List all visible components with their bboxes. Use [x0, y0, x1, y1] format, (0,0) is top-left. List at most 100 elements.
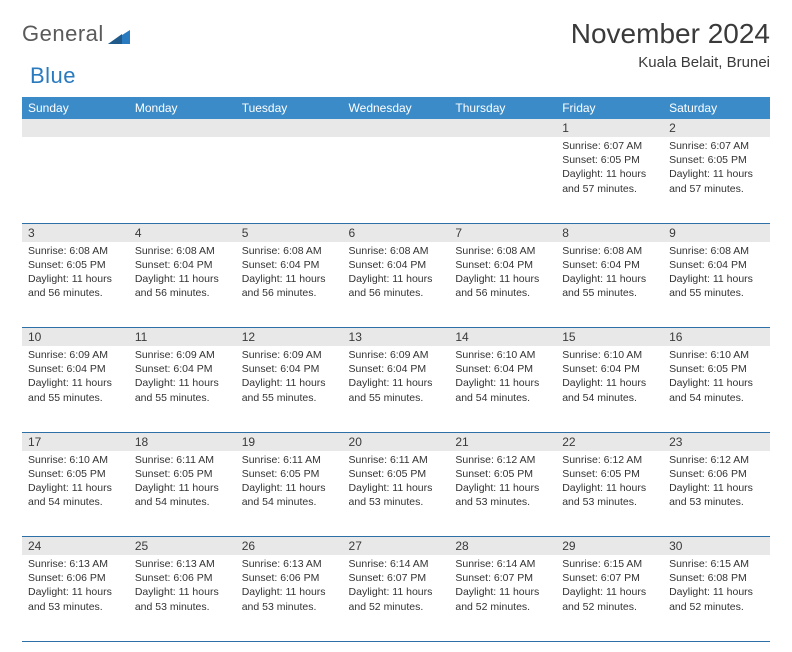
empty-day-cell: [129, 137, 236, 223]
day-number: 3: [22, 224, 129, 242]
day-number-cell: 18: [129, 432, 236, 451]
day-number: 22: [556, 433, 663, 451]
day-cell: Sunrise: 6:08 AMSunset: 6:04 PMDaylight:…: [343, 242, 450, 328]
day-cell: Sunrise: 6:08 AMSunset: 6:05 PMDaylight:…: [22, 242, 129, 328]
day-number: 1: [556, 119, 663, 137]
day-cell: Sunrise: 6:10 AMSunset: 6:04 PMDaylight:…: [556, 346, 663, 432]
day-number-cell: 27: [343, 537, 450, 556]
day-number-cell: 7: [449, 223, 556, 242]
day-details: Sunrise: 6:07 AMSunset: 6:05 PMDaylight:…: [663, 137, 770, 202]
day-cell: Sunrise: 6:08 AMSunset: 6:04 PMDaylight:…: [663, 242, 770, 328]
day-number: 18: [129, 433, 236, 451]
day-details: Sunrise: 6:13 AMSunset: 6:06 PMDaylight:…: [236, 555, 343, 620]
day-number-cell: 11: [129, 328, 236, 347]
day-cell: Sunrise: 6:09 AMSunset: 6:04 PMDaylight:…: [236, 346, 343, 432]
day-number: 8: [556, 224, 663, 242]
day-cell: Sunrise: 6:10 AMSunset: 6:05 PMDaylight:…: [22, 451, 129, 537]
day-cell: Sunrise: 6:13 AMSunset: 6:06 PMDaylight:…: [129, 555, 236, 641]
calendar-table: SundayMondayTuesdayWednesdayThursdayFrid…: [22, 97, 770, 642]
day-cell: Sunrise: 6:14 AMSunset: 6:07 PMDaylight:…: [343, 555, 450, 641]
month-title: November 2024: [571, 18, 770, 50]
brand-word-2: Blue: [30, 63, 76, 89]
day-number-cell: 17: [22, 432, 129, 451]
day-number-cell: 20: [343, 432, 450, 451]
day-number-cell: 8: [556, 223, 663, 242]
empty-day-number: [449, 119, 556, 137]
empty-day-cell: [22, 137, 129, 223]
day-cell: Sunrise: 6:15 AMSunset: 6:08 PMDaylight:…: [663, 555, 770, 641]
day-cell: Sunrise: 6:07 AMSunset: 6:05 PMDaylight:…: [556, 137, 663, 223]
day-cell: Sunrise: 6:11 AMSunset: 6:05 PMDaylight:…: [343, 451, 450, 537]
day-header: Sunday: [22, 97, 129, 119]
day-cell: Sunrise: 6:10 AMSunset: 6:04 PMDaylight:…: [449, 346, 556, 432]
empty-day-cell: [236, 137, 343, 223]
day-header: Tuesday: [236, 97, 343, 119]
day-details: Sunrise: 6:10 AMSunset: 6:05 PMDaylight:…: [663, 346, 770, 411]
brand-logo: General: [22, 18, 130, 50]
day-details: Sunrise: 6:11 AMSunset: 6:05 PMDaylight:…: [236, 451, 343, 516]
day-cell: Sunrise: 6:12 AMSunset: 6:05 PMDaylight:…: [556, 451, 663, 537]
day-cell: Sunrise: 6:08 AMSunset: 6:04 PMDaylight:…: [556, 242, 663, 328]
day-number-cell: 28: [449, 537, 556, 556]
day-cell: Sunrise: 6:12 AMSunset: 6:05 PMDaylight:…: [449, 451, 556, 537]
day-header: Friday: [556, 97, 663, 119]
day-number: 26: [236, 537, 343, 555]
day-cell: Sunrise: 6:13 AMSunset: 6:06 PMDaylight:…: [236, 555, 343, 641]
day-number-cell: 24: [22, 537, 129, 556]
day-number-cell: 25: [129, 537, 236, 556]
day-number: 17: [22, 433, 129, 451]
day-number: 24: [22, 537, 129, 555]
day-cell: Sunrise: 6:11 AMSunset: 6:05 PMDaylight:…: [129, 451, 236, 537]
day-cell: Sunrise: 6:14 AMSunset: 6:07 PMDaylight:…: [449, 555, 556, 641]
day-number-cell: 30: [663, 537, 770, 556]
day-details: Sunrise: 6:08 AMSunset: 6:04 PMDaylight:…: [129, 242, 236, 307]
day-cell: Sunrise: 6:09 AMSunset: 6:04 PMDaylight:…: [129, 346, 236, 432]
calendar-body: 12Sunrise: 6:07 AMSunset: 6:05 PMDayligh…: [22, 119, 770, 641]
day-number: 4: [129, 224, 236, 242]
day-number-cell: 2: [663, 119, 770, 137]
day-details: Sunrise: 6:09 AMSunset: 6:04 PMDaylight:…: [129, 346, 236, 411]
day-number-cell: 16: [663, 328, 770, 347]
day-number-cell: 5: [236, 223, 343, 242]
day-number: 21: [449, 433, 556, 451]
day-number: 20: [343, 433, 450, 451]
day-number-cell: 1: [556, 119, 663, 137]
day-number: 29: [556, 537, 663, 555]
day-details: Sunrise: 6:11 AMSunset: 6:05 PMDaylight:…: [343, 451, 450, 516]
day-number: 7: [449, 224, 556, 242]
day-number: 14: [449, 328, 556, 346]
day-cell: Sunrise: 6:09 AMSunset: 6:04 PMDaylight:…: [22, 346, 129, 432]
day-details: Sunrise: 6:08 AMSunset: 6:04 PMDaylight:…: [236, 242, 343, 307]
day-header: Wednesday: [343, 97, 450, 119]
day-number-cell: 21: [449, 432, 556, 451]
day-number-cell: 19: [236, 432, 343, 451]
day-details: Sunrise: 6:12 AMSunset: 6:05 PMDaylight:…: [449, 451, 556, 516]
day-details: Sunrise: 6:10 AMSunset: 6:04 PMDaylight:…: [449, 346, 556, 411]
day-number: 28: [449, 537, 556, 555]
day-number: 25: [129, 537, 236, 555]
day-number: 9: [663, 224, 770, 242]
day-number-cell: 22: [556, 432, 663, 451]
day-number: 11: [129, 328, 236, 346]
day-cell: Sunrise: 6:13 AMSunset: 6:06 PMDaylight:…: [22, 555, 129, 641]
title-block: November 2024 Kuala Belait, Brunei: [571, 18, 770, 71]
empty-day-number: [236, 119, 343, 137]
day-number-cell: 4: [129, 223, 236, 242]
day-cell: Sunrise: 6:08 AMSunset: 6:04 PMDaylight:…: [129, 242, 236, 328]
empty-day-cell: [449, 137, 556, 223]
day-number-cell: 6: [343, 223, 450, 242]
day-number-cell: 13: [343, 328, 450, 347]
brand-mark-icon: [108, 24, 130, 50]
day-number-cell: 29: [556, 537, 663, 556]
day-details: Sunrise: 6:09 AMSunset: 6:04 PMDaylight:…: [343, 346, 450, 411]
day-details: Sunrise: 6:10 AMSunset: 6:05 PMDaylight:…: [22, 451, 129, 516]
day-details: Sunrise: 6:11 AMSunset: 6:05 PMDaylight:…: [129, 451, 236, 516]
day-header: Saturday: [663, 97, 770, 119]
empty-day-cell: [343, 137, 450, 223]
day-cell: Sunrise: 6:09 AMSunset: 6:04 PMDaylight:…: [343, 346, 450, 432]
day-header: Thursday: [449, 97, 556, 119]
day-number-cell: 12: [236, 328, 343, 347]
day-number: 27: [343, 537, 450, 555]
day-details: Sunrise: 6:08 AMSunset: 6:04 PMDaylight:…: [663, 242, 770, 307]
day-details: Sunrise: 6:13 AMSunset: 6:06 PMDaylight:…: [129, 555, 236, 620]
